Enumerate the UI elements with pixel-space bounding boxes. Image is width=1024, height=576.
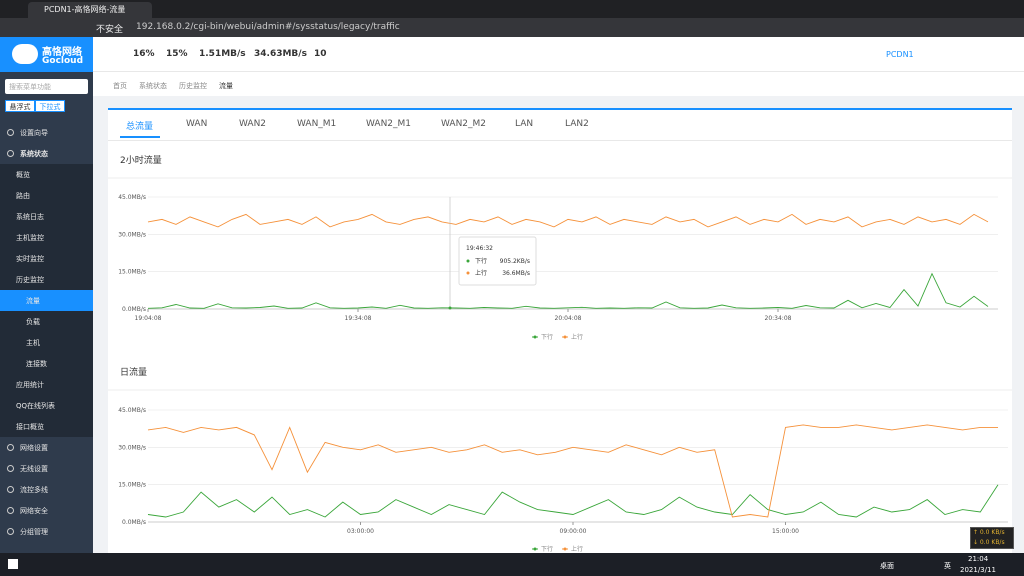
tab-underline (120, 136, 160, 138)
menu-label[interactable]: 设置向导 (20, 129, 48, 137)
menu-icon (7, 444, 14, 451)
logo-en: Gocloud (42, 56, 84, 66)
taskbar (0, 553, 1024, 576)
menu-label[interactable]: 主机监控 (16, 234, 44, 242)
menu-item[interactable] (0, 122, 93, 143)
tab[interactable]: LAN (515, 119, 534, 129)
menu-label[interactable]: QQ在线列表 (16, 402, 56, 410)
menu-label[interactable]: 连接数 (26, 360, 47, 368)
url-insecure: 不安全 (96, 25, 124, 35)
menu-icon (7, 486, 14, 493)
net-overlay (970, 527, 1014, 549)
breadcrumb-bar (93, 72, 1024, 96)
menu-label[interactable]: 路由 (16, 192, 30, 200)
start-button[interactable] (8, 559, 18, 569)
tab[interactable]: WAN (186, 119, 208, 129)
menu-item[interactable] (0, 185, 93, 206)
menu-label[interactable]: 网络设置 (20, 444, 48, 452)
menu-item[interactable] (0, 500, 93, 521)
menu-icon (7, 507, 14, 514)
tray-date: 2021/3/11 (960, 566, 996, 574)
logo-icon (12, 44, 38, 64)
tab-bar (0, 0, 1024, 18)
menu-item[interactable] (0, 206, 93, 227)
header-stat: 1.51MB/s (199, 49, 246, 59)
menu-label[interactable]: 系统状态 (20, 150, 48, 158)
menu-item[interactable] (0, 374, 93, 395)
tab[interactable]: WAN_M1 (297, 119, 337, 129)
menu-item[interactable] (0, 458, 93, 479)
menu-icon (7, 150, 14, 157)
menu-item[interactable] (0, 416, 93, 437)
tab[interactable]: WAN2_M1 (366, 119, 412, 129)
header-stat: 34.63MB/s (254, 49, 307, 59)
menu-item[interactable] (0, 479, 93, 500)
menu-item[interactable] (0, 269, 93, 290)
menu-item[interactable] (0, 290, 93, 311)
net-up: ↑ 0.0 KB/s (973, 529, 1005, 536)
menu-item[interactable] (0, 521, 93, 542)
menu-item[interactable] (0, 164, 93, 185)
tab[interactable] (28, 2, 152, 18)
menu-label[interactable]: 流量 (26, 297, 40, 305)
node-name[interactable]: PCDN1 (886, 50, 914, 59)
menu-label[interactable]: 负载 (26, 318, 40, 326)
tab[interactable]: WAN2_M2 (441, 119, 487, 129)
tray-desktop[interactable]: 桌面 (880, 562, 894, 570)
tray-ime[interactable]: 英 (944, 562, 951, 570)
address-bar (0, 18, 1024, 37)
net-down: ↓ 0.0 KB/s (973, 539, 1005, 546)
menu-icon (7, 528, 14, 535)
menu-label[interactable]: 系统日志 (16, 213, 44, 221)
menu-item[interactable] (0, 437, 93, 458)
menu-item[interactable] (0, 332, 93, 353)
mode-button[interactable]: 悬浮式 (5, 100, 35, 112)
breadcrumb-item[interactable]: 首页 (113, 82, 127, 90)
menu-label[interactable]: 网络安全 (20, 507, 48, 515)
app-header (93, 37, 1024, 72)
menu-item[interactable] (0, 353, 93, 374)
menu-label[interactable]: 概览 (16, 171, 30, 179)
menu-icon (7, 465, 14, 472)
breadcrumb-item[interactable]: 系统状态 (139, 82, 167, 90)
search-box[interactable]: 搜索菜单功能 (5, 79, 88, 94)
logo-cn: 高恪网络 (42, 47, 82, 58)
tabs-divider (108, 140, 1012, 141)
header-stat: 16% (133, 49, 155, 59)
menu-label[interactable]: 实时监控 (16, 255, 44, 263)
menu-item[interactable] (0, 143, 93, 164)
tab[interactable]: LAN2 (565, 119, 589, 129)
menu-label[interactable]: 接口概览 (16, 423, 44, 431)
header-stat: 10 (314, 49, 327, 59)
menu-icon (7, 129, 14, 136)
menu-label[interactable]: 无线设置 (20, 465, 48, 473)
tab[interactable]: WAN2 (239, 119, 267, 129)
url[interactable]: 192.168.0.2/cgi-bin/webui/admin#/sysstat… (136, 22, 400, 32)
menu-label[interactable]: 分组管理 (20, 528, 48, 536)
breadcrumb-item[interactable]: 历史监控 (179, 82, 207, 90)
menu-item[interactable] (0, 227, 93, 248)
content-card (108, 108, 1012, 553)
breadcrumb-item: 流量 (219, 82, 233, 90)
tray-time: 21:04 (968, 555, 989, 563)
header-stat: 15% (166, 49, 188, 59)
menu-item[interactable] (0, 311, 93, 332)
menu-label[interactable]: 历史监控 (16, 276, 44, 284)
tab-title: PCDN1-高恪网络-流量 (44, 5, 126, 14)
mode-button[interactable]: 下拉式 (35, 100, 65, 112)
menu-label[interactable]: 主机 (26, 339, 40, 347)
menu-label[interactable]: 流控多线 (20, 486, 48, 494)
tab[interactable]: 总流量 (126, 122, 154, 132)
menu-item[interactable] (0, 395, 93, 416)
menu-label[interactable]: 应用统计 (16, 381, 44, 389)
menu-item[interactable] (0, 248, 93, 269)
